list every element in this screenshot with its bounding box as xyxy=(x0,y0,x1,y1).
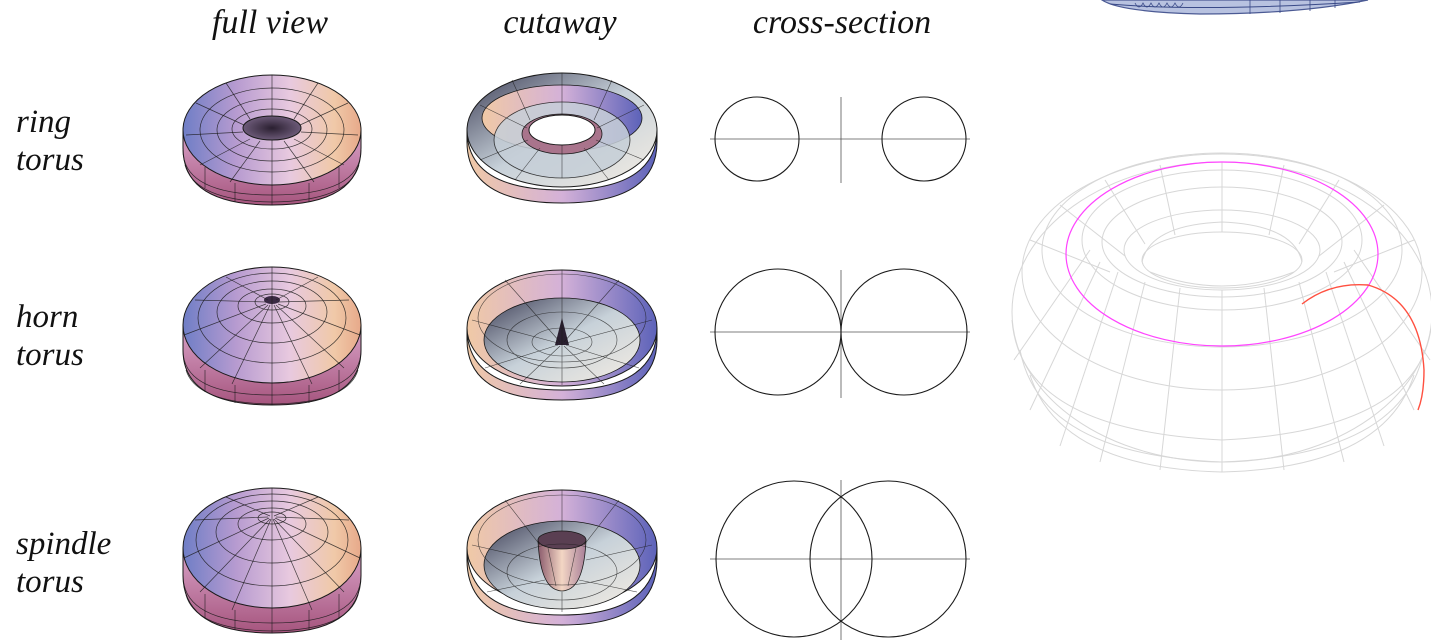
magenta-circle xyxy=(1065,161,1379,347)
ring-torus-full-view xyxy=(182,74,362,206)
row-label-horn-line2: torus xyxy=(16,337,84,373)
wireframe-torus xyxy=(1011,152,1431,473)
horn-torus-cutaway xyxy=(466,269,658,401)
row-label-spindle-line1: spindle xyxy=(16,526,112,562)
ring-torus-meridians xyxy=(185,75,359,205)
cropped-torus-top-right xyxy=(1100,0,1369,15)
horn-torus-cross-section xyxy=(710,268,970,398)
row-label-ring: ring torus xyxy=(16,103,84,179)
spindle-torus-full-view xyxy=(182,487,362,634)
row-label-spindle: spindle torus xyxy=(16,525,111,601)
spindle-torus-cross-section xyxy=(710,480,970,640)
row-label-ring-line2: torus xyxy=(16,142,84,178)
spindle-torus-cutaway xyxy=(466,489,658,626)
header-cutaway: cutaway xyxy=(503,4,617,41)
header-full-view: full view xyxy=(211,4,329,41)
row-label-horn-line1: horn xyxy=(16,299,79,335)
ring-torus-cutaway xyxy=(466,72,658,204)
horn-torus-full-view xyxy=(182,266,362,406)
red-meridian-arc xyxy=(1301,283,1425,411)
row-label-horn: horn torus xyxy=(16,298,84,374)
row-label-ring-line1: ring xyxy=(16,104,72,140)
ring-torus-cross-section xyxy=(710,96,970,183)
header-cross-section: cross-section xyxy=(752,4,932,41)
row-label-spindle-line2: torus xyxy=(16,564,84,600)
